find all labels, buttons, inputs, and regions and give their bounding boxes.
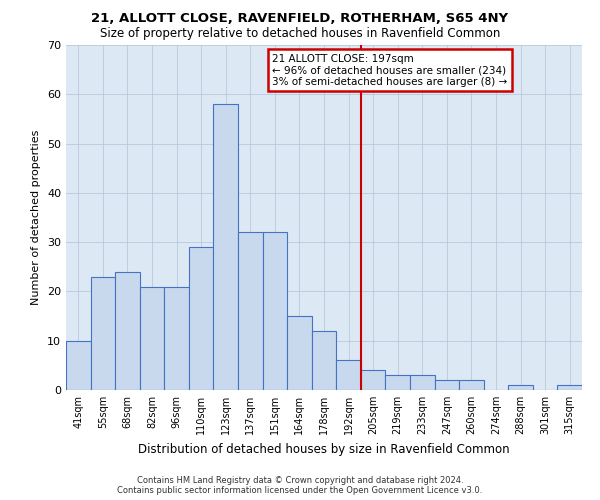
Bar	[214, 104, 238, 390]
Bar	[115, 272, 140, 390]
X-axis label: Distribution of detached houses by size in Ravenfield Common: Distribution of detached houses by size …	[138, 442, 510, 456]
Text: 21, ALLOTT CLOSE, RAVENFIELD, ROTHERHAM, S65 4NY: 21, ALLOTT CLOSE, RAVENFIELD, ROTHERHAM,…	[91, 12, 509, 26]
Bar	[410, 375, 434, 390]
Bar	[140, 286, 164, 390]
Bar	[459, 380, 484, 390]
Bar	[287, 316, 312, 390]
Text: Contains HM Land Registry data © Crown copyright and database right 2024.
Contai: Contains HM Land Registry data © Crown c…	[118, 476, 482, 495]
Bar	[336, 360, 361, 390]
Bar	[312, 331, 336, 390]
Bar	[361, 370, 385, 390]
Bar	[66, 340, 91, 390]
Bar	[434, 380, 459, 390]
Bar	[385, 375, 410, 390]
Bar	[91, 276, 115, 390]
Bar	[508, 385, 533, 390]
Bar	[263, 232, 287, 390]
Text: 21 ALLOTT CLOSE: 197sqm
← 96% of detached houses are smaller (234)
3% of semi-de: 21 ALLOTT CLOSE: 197sqm ← 96% of detache…	[272, 54, 508, 87]
Bar	[189, 247, 214, 390]
Text: Size of property relative to detached houses in Ravenfield Common: Size of property relative to detached ho…	[100, 28, 500, 40]
Bar	[557, 385, 582, 390]
Bar	[164, 286, 189, 390]
Y-axis label: Number of detached properties: Number of detached properties	[31, 130, 41, 305]
Bar	[238, 232, 263, 390]
